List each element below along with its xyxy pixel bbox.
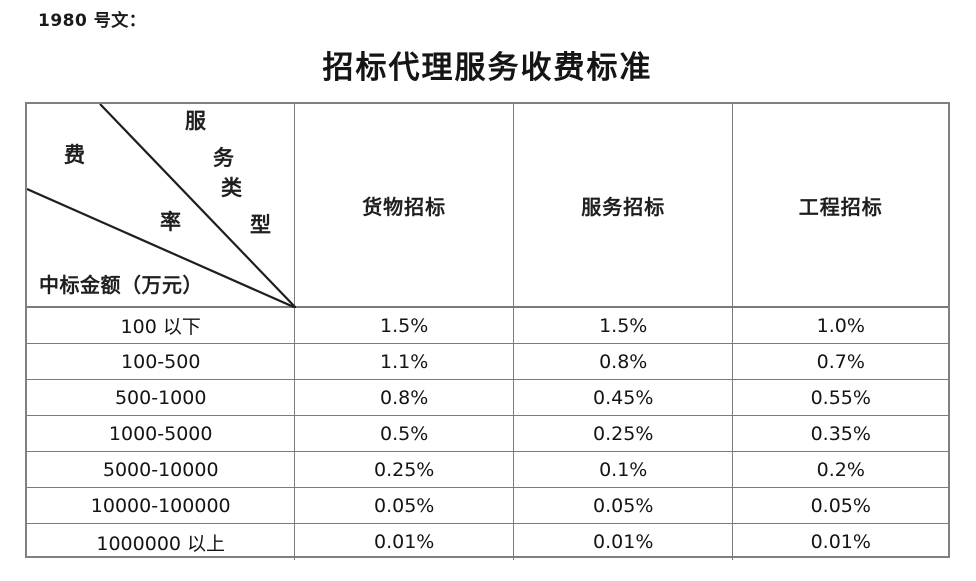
fee-value: 0.7%: [733, 344, 949, 380]
fee-value: 0.1%: [513, 452, 734, 488]
row-label: 500-1000: [27, 380, 296, 416]
corner-rate-char: 率: [160, 209, 181, 234]
fee-value: 0.01%: [514, 524, 734, 560]
fee-table: 服 费 务 类 率 型 中标金额（万元） 货物招标 服务招标 工程招标 100 …: [25, 102, 950, 560]
doc-ref-number: 1980: [38, 11, 88, 31]
fee-value: 0.8%: [513, 344, 734, 380]
table-row: 1000-5000 0.5% 0.25% 0.35%: [27, 416, 949, 452]
fee-value: 0.01%: [810, 531, 871, 553]
corner-amount-label: 中标金额（万元）: [39, 273, 203, 297]
diagonal-split-lines: [27, 104, 296, 308]
table-row: 100-500 1.1% 0.8% 0.7%: [27, 344, 949, 380]
fee-value: 0.45%: [513, 380, 734, 416]
fee-value: 0.5%: [295, 416, 514, 452]
fee-value: 0.01%: [295, 524, 514, 560]
fee-value: 0.25%: [295, 452, 514, 488]
row-label: 10000-100000: [27, 488, 296, 524]
table-corner-cell: 服 费 务 类 率 型 中标金额（万元）: [27, 104, 296, 308]
fee-value: 1.5%: [513, 308, 734, 344]
fee-value: 0.35%: [733, 416, 949, 452]
table-row: 5000-10000 0.25% 0.1% 0.2%: [27, 452, 949, 488]
row-label: 5000-10000: [27, 452, 296, 488]
column-header-goods: 货物招标: [295, 104, 514, 308]
fee-value: 1.1%: [295, 344, 514, 380]
fee-value: 0.05%: [295, 488, 514, 524]
doc-ref-suffix: 号文：: [93, 11, 147, 31]
fee-value: 0.25%: [513, 416, 734, 452]
fee-value: 0.8%: [295, 380, 514, 416]
doc-ref: 1980 号文：: [38, 6, 146, 31]
row-label: 100 以下: [27, 308, 296, 344]
fee-value: 1.0%: [733, 308, 949, 344]
table-row: 100 以下 1.5% 1.5% 1.0%: [27, 308, 949, 344]
fee-value: 0.2%: [733, 452, 949, 488]
corner-rate-char: 费: [64, 142, 85, 167]
row-label: 1000-5000: [27, 416, 296, 452]
fee-value: 0.55%: [733, 380, 949, 416]
table-row: 10000-100000 0.05% 0.05% 0.05%: [27, 488, 949, 524]
page-title: 招标代理服务收费标准: [322, 50, 653, 86]
row-label: 100-500: [27, 344, 296, 380]
column-header-services: 服务招标: [513, 104, 734, 308]
column-header-works: 工程招标: [733, 104, 949, 308]
fee-value: 0.05%: [733, 488, 949, 524]
fee-value: 0.05%: [513, 488, 734, 524]
fee-value: 1.5%: [295, 308, 514, 344]
table-header-row: 服 费 务 类 率 型 中标金额（万元） 货物招标 服务招标 工程招标: [27, 104, 949, 308]
row-label: 1000000 以上: [27, 524, 296, 560]
corner-service-type-char: 服: [185, 108, 206, 133]
corner-service-type-char: 型: [250, 212, 271, 237]
table-row: 1000000 以上 0.01% 0.01% 0.01%: [27, 524, 948, 560]
table-row: 500-1000 0.8% 0.45% 0.55%: [27, 380, 949, 416]
corner-service-type-char: 类: [221, 175, 242, 200]
corner-service-type-char: 务: [213, 145, 234, 170]
